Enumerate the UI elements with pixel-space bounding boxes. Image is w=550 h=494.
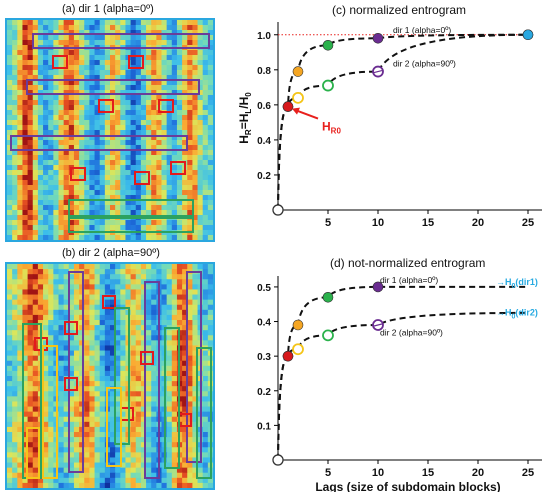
x-axis-label: Lags (size of subdomain blocks) (315, 480, 500, 492)
data-point (282, 350, 294, 362)
x-tick-label: 25 (522, 467, 534, 479)
y-tick-label: 1.0 (257, 31, 271, 42)
y-tick-label: 0.4 (257, 318, 271, 329)
chart-d-title: (d) not-normalized entrogram (330, 256, 486, 270)
x-tick-label: 5 (325, 467, 331, 479)
green-box (164, 327, 180, 469)
red-box (158, 99, 174, 113)
asymptote-label: →H0(dir1) (496, 277, 538, 290)
y-axis-label: HR=HL/H0 (237, 92, 253, 144)
y-tick-label: 0.5 (257, 283, 271, 294)
series-label: dir 2 (alpha=90º) (393, 58, 456, 68)
data-point (292, 91, 304, 104)
x-tick-label: 20 (472, 467, 484, 479)
red-box (140, 351, 154, 365)
panel-b-title: (b) dir 2 (alpha=90º) (62, 247, 160, 259)
yellow-box (106, 387, 122, 467)
yellow-box (42, 345, 58, 479)
green-box (68, 217, 194, 233)
purple-box (144, 281, 160, 479)
x-tick-label: 15 (422, 217, 434, 229)
y-tick-label: 0.6 (257, 101, 271, 112)
data-point (522, 29, 534, 41)
annotation-arrowhead (292, 107, 300, 115)
y-tick-label: 0.1 (257, 421, 271, 432)
data-point (322, 329, 334, 342)
x-tick-label: 10 (372, 467, 384, 479)
asymptote-label: →H0(dir2) (496, 307, 538, 320)
yellow-box (26, 427, 40, 479)
data-point (272, 454, 284, 466)
series-label: dir 1 (alpha=0º) (393, 25, 451, 35)
green-box (196, 347, 212, 479)
purple-box (26, 79, 200, 95)
chart-d: 5 10 15 20 25 0.1 0.2 0.3 0.4 0.5 Lags (size of su… (257, 275, 542, 492)
x-tick-label: 10 (372, 217, 384, 229)
series-label: dir 2 (alpha=90º) (380, 327, 443, 337)
purple-box (32, 33, 210, 49)
red-box (64, 321, 78, 335)
y-tick-label: 0.2 (257, 387, 271, 398)
data-point (372, 32, 384, 44)
x-tick-label: 5 (325, 217, 331, 229)
y-tick-label: 0.2 (257, 171, 271, 182)
red-box (52, 55, 68, 69)
red-box (98, 99, 114, 113)
x-tick-label: 20 (472, 217, 484, 229)
data-point (322, 292, 334, 303)
data-point (282, 101, 294, 112)
red-box (70, 167, 86, 181)
chart-c: 5 10 15 20 25 0.2 0.4 0.6 0.8 1.0 HR=HL/H0 dir 1 (a… (237, 22, 542, 229)
data-point (292, 66, 304, 77)
green-box (68, 199, 194, 217)
data-point (292, 343, 304, 356)
data-point (292, 319, 304, 331)
red-box (134, 171, 150, 185)
data-point (372, 281, 384, 293)
data-point-mark (373, 69, 383, 74)
panel-a-heatmap (7, 20, 213, 240)
chart-c-title: (c) normalized entrogram (332, 3, 467, 17)
purple-box (68, 271, 84, 473)
y-tick-label: 0.4 (257, 136, 271, 147)
red-box (102, 295, 116, 309)
data-point-mark (373, 323, 383, 327)
data-point (322, 79, 334, 92)
red-box (170, 161, 186, 175)
data-point (322, 39, 334, 51)
panel-b-map (5, 262, 215, 490)
data-point (272, 204, 284, 216)
red-box (128, 55, 144, 69)
panel-a-title: (a) dir 1 (alpha=0º) (62, 3, 154, 15)
series-label: dir 1 (alpha=0º) (380, 275, 438, 285)
y-tick-label: 0.3 (257, 352, 271, 363)
purple-box (10, 135, 188, 151)
x-tick-label: 25 (522, 217, 534, 229)
y-tick-label: 0.8 (257, 66, 271, 77)
panel-a-map (5, 18, 215, 242)
x-tick-label: 15 (422, 467, 434, 479)
annotation-label: HR0 (322, 120, 341, 136)
panel-b-heatmap (7, 264, 213, 488)
purple-box (186, 271, 202, 463)
red-box (64, 377, 78, 391)
